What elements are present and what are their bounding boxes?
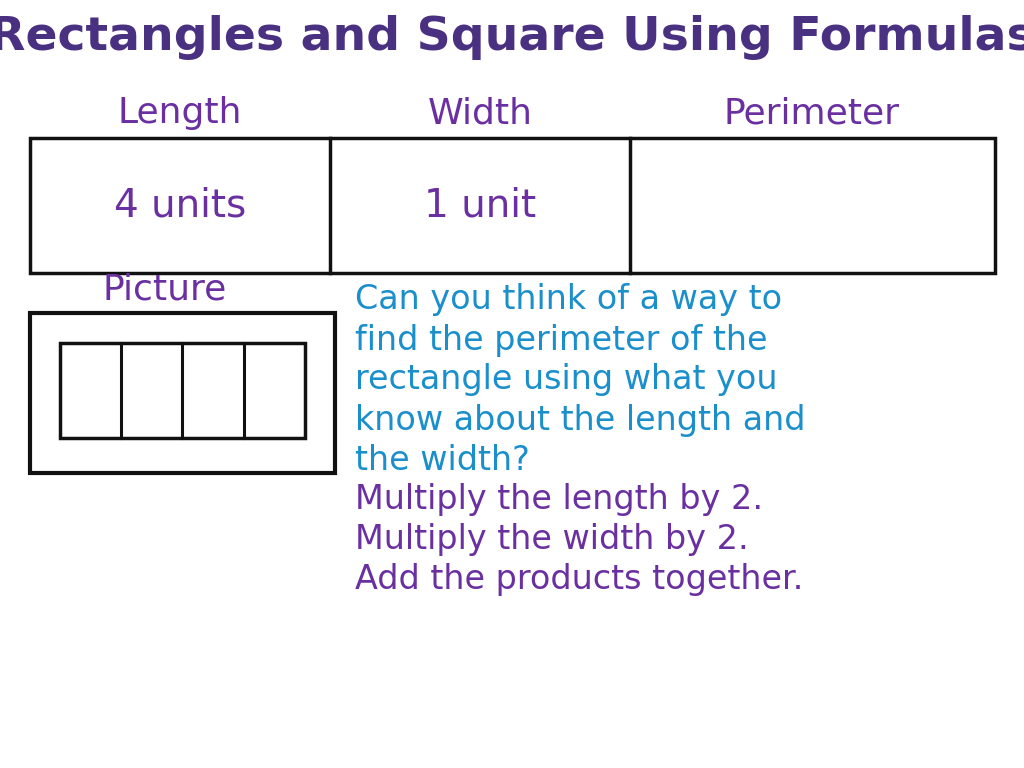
Text: Can you think of a way to: Can you think of a way to [355, 283, 782, 316]
Text: Rectangles and Square Using Formulas: Rectangles and Square Using Formulas [0, 15, 1024, 61]
Text: Picture: Picture [102, 273, 227, 307]
Text: 4 units: 4 units [114, 187, 246, 224]
Text: Perimeter: Perimeter [724, 96, 900, 130]
Bar [60, 343, 305, 438]
Text: the width?: the width? [355, 443, 529, 476]
Text: Add the products together.: Add the products together. [355, 564, 804, 597]
Text: rectangle using what you: rectangle using what you [355, 363, 777, 396]
Text: know about the length and: know about the length and [355, 403, 806, 436]
Text: find the perimeter of the: find the perimeter of the [355, 323, 768, 356]
Text: 1 unit: 1 unit [424, 187, 536, 224]
Text: Width: Width [427, 96, 532, 130]
Text: Length: Length [118, 96, 243, 130]
Bar [30, 138, 995, 273]
Bar [30, 313, 335, 473]
Text: Multiply the width by 2.: Multiply the width by 2. [355, 524, 749, 557]
Text: Multiply the length by 2.: Multiply the length by 2. [355, 484, 763, 517]
